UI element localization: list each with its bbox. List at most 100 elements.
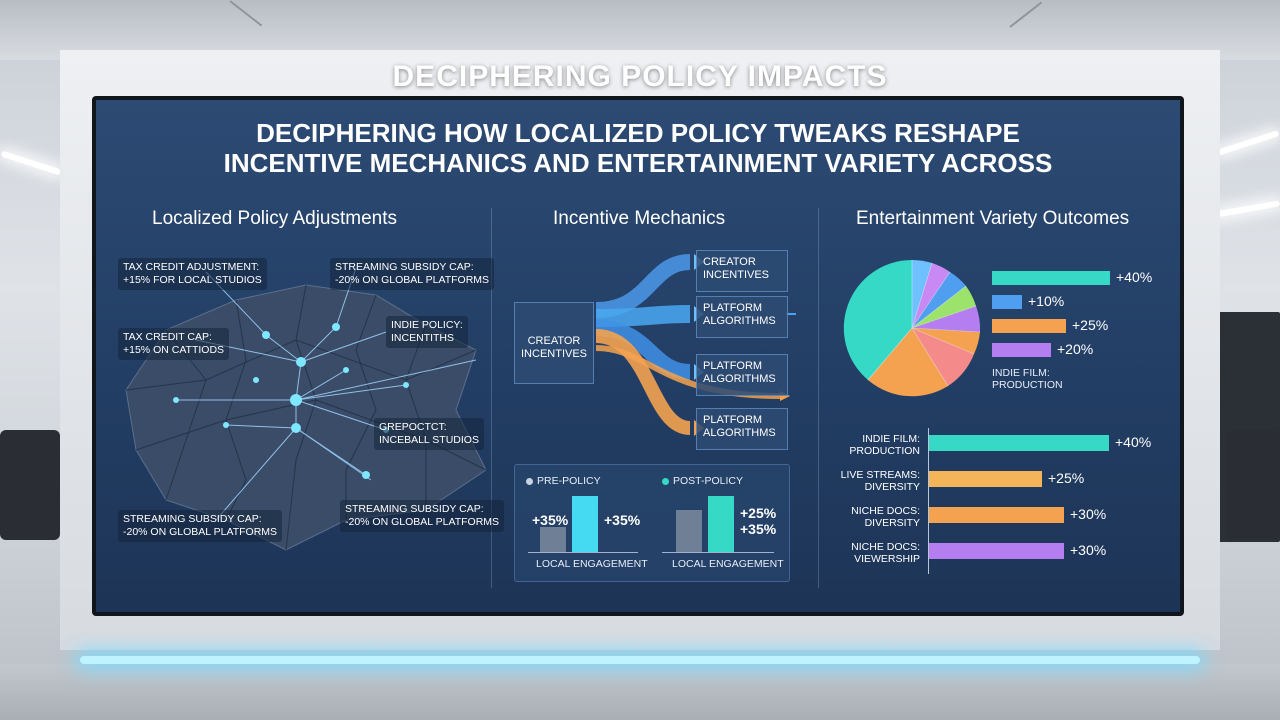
pre-policy-bar (572, 496, 598, 552)
ceiling-light (1216, 130, 1280, 156)
policy-label: GREPOCTCT: INCEBALL STUDIOS (374, 418, 484, 450)
bar-category-label: NICHE DOCS: DIVERSITY (820, 505, 920, 529)
bar-category-line-2: VIEWERSHIP (854, 553, 920, 565)
pie-legend-value: +10% (1028, 293, 1065, 309)
variety-bar (929, 543, 1064, 559)
panel-title: DECIPHERING HOW LOCALIZED POLICY TWEAKS … (96, 118, 1180, 178)
pie-legend-bar (992, 271, 1110, 285)
wall-glow (80, 656, 1200, 664)
flow-target-line-2: ALGORITHMS (703, 427, 776, 439)
flow-target-line-2: INCENTIVES (703, 269, 770, 281)
pie-slice (912, 263, 950, 328)
policy-label: TAX CREDIT ADJUSTMENT: +15% FOR LOCAL STU… (118, 258, 267, 290)
post-policy-bar (676, 510, 702, 552)
pie-caption-line-1: INDIE FILM: (992, 367, 1050, 379)
variety-bar-value: +25% (1048, 470, 1085, 486)
flow-ribbon (595, 320, 691, 380)
bar-category-line-2: DIVERSITY (864, 481, 920, 493)
policy-label-title: STREAMING SUBSIDY CAP: (345, 503, 484, 515)
pie-slice (912, 306, 981, 332)
bar-category-line-2: PRODUCTION (849, 445, 920, 457)
pie-legend-bar (992, 343, 1051, 357)
legend-dot-pre (526, 477, 533, 485)
pie-slice (843, 259, 912, 380)
office-chair (1226, 430, 1280, 540)
right-section-title: Entertainment Variety Outcomes (856, 208, 1130, 229)
pie-legend-bar (992, 319, 1066, 333)
left-section-title: Localized Policy Adjustments (152, 208, 398, 229)
post-policy-bar (708, 496, 734, 552)
policy-nodes (173, 323, 409, 479)
variety-bar-value: +30% (1070, 506, 1107, 522)
variety-bar-value: +30% (1070, 542, 1107, 558)
policy-label: INDIE POLICY: INCENTITHS (386, 316, 468, 348)
flow-target-line-2: ALGORITHMS (703, 373, 776, 385)
legend-post-policy: POST-POLICY (662, 475, 743, 487)
flow-target-line-1: PLATFORM (703, 414, 763, 426)
flow-ribbon (595, 305, 691, 327)
section-divider (491, 208, 492, 588)
pie-slice (912, 328, 974, 386)
variety-bar-value: +40% (1115, 434, 1152, 450)
pie-legend-value: +40% (1116, 269, 1153, 285)
flow-target-line-1: PLATFORM (703, 360, 763, 372)
flow-ribbon (595, 329, 692, 435)
legend-dot-post (662, 477, 669, 485)
policy-label-title: GREPOCTCT: (379, 421, 447, 433)
policy-label-detail: +15% FOR LOCAL STUDIOS (123, 274, 262, 286)
pre-policy-axis (528, 552, 638, 553)
policy-label-title: TAX CREDIT ADJUSTMENT: (123, 261, 260, 273)
policy-label-detail: INCEBALL STUDIOS (379, 434, 479, 446)
policy-label: STREAMING SUBSIDY CAP: -20% ON GLOBAL PLA… (118, 510, 283, 542)
bar-category-label: LIVE STREAMS: DIVERSITY (820, 469, 920, 493)
headline: DECIPHERING POLICY IMPACTS (392, 60, 888, 93)
panel-title-line-2: INCENTIVE MECHANICS AND ENTERTAINMENT VA… (223, 148, 1053, 178)
variety-bar (929, 507, 1064, 523)
pie-slice (912, 286, 976, 328)
policy-label-detail: INCENTITHS (391, 332, 454, 344)
pie-slice-borders (867, 260, 981, 387)
policy-label: STREAMING SUBSIDY CAP: -20% ON GLOBAL PLA… (340, 500, 505, 532)
pre-policy-bar (540, 527, 566, 552)
policy-label-title: STREAMING SUBSIDY CAP: (123, 513, 262, 525)
policy-label-detail: +15% ON CATTIODS (123, 344, 225, 356)
flow-source-line-1: CREATOR (527, 335, 581, 347)
office-chair (0, 430, 60, 540)
bar-category-line-1: NICHE DOCS: (851, 541, 920, 553)
variety-pie-chart (843, 259, 981, 397)
floor (0, 664, 1280, 720)
pie-legend-bar (992, 295, 1022, 309)
flow-target-box: PLATFORM ALGORITHMS (696, 354, 788, 396)
pie-legend-value: +20% (1057, 341, 1094, 357)
hbar-axis (928, 428, 929, 574)
legend-post-label: POST-POLICY (673, 475, 744, 487)
pie-caption: INDIE FILM: PRODUCTION (992, 367, 1063, 391)
legend-pre-policy: PRE-POLICY (526, 475, 601, 487)
bar-category-label: NICHE DOCS: VIEWERSHIP (820, 541, 920, 565)
pie-slice (912, 328, 980, 354)
post-policy-value-2: +35% (740, 521, 777, 537)
post-policy-value-1: +25% (740, 505, 777, 521)
pre-policy-value: +35% (532, 512, 569, 528)
policy-label-detail: -20% ON GLOBAL PLATFORMS (345, 516, 500, 528)
flow-ribbon (595, 254, 691, 318)
legend-pre-label: PRE-POLICY (537, 475, 601, 487)
flow-target-box: PLATFORM ALGORITHMS (696, 408, 788, 450)
flow-target-line-1: PLATFORM (703, 302, 763, 314)
policy-label-title: INDIE POLICY: (391, 319, 463, 331)
middle-section-title: Incentive Mechanics (553, 208, 726, 229)
policy-label: TAX CREDIT CAP: +15% ON CATTIODS (118, 328, 230, 360)
flow-target-box: CREATOR INCENTIVES (696, 250, 788, 292)
bar-category-line-1: NICHE DOCS: (851, 505, 920, 517)
pie-slice (868, 328, 948, 397)
pre-policy-value-right: +35% (604, 512, 641, 528)
panel-title-line-1: DECIPHERING HOW LOCALIZED POLICY TWEAKS … (256, 118, 1020, 148)
incentive-flow-diagram (595, 254, 796, 436)
post-policy-caption: LOCAL ENGAGEMENT (672, 558, 784, 570)
bar-category-line-1: INDIE FILM: (862, 433, 920, 445)
engagement-comparison-panel (514, 464, 790, 582)
policy-label-title: TAX CREDIT CAP: (123, 331, 212, 343)
variety-bar (929, 471, 1042, 487)
policy-label-title: STREAMING SUBSIDY CAP: (335, 261, 474, 273)
bar-category-line-2: DIVERSITY (864, 517, 920, 529)
